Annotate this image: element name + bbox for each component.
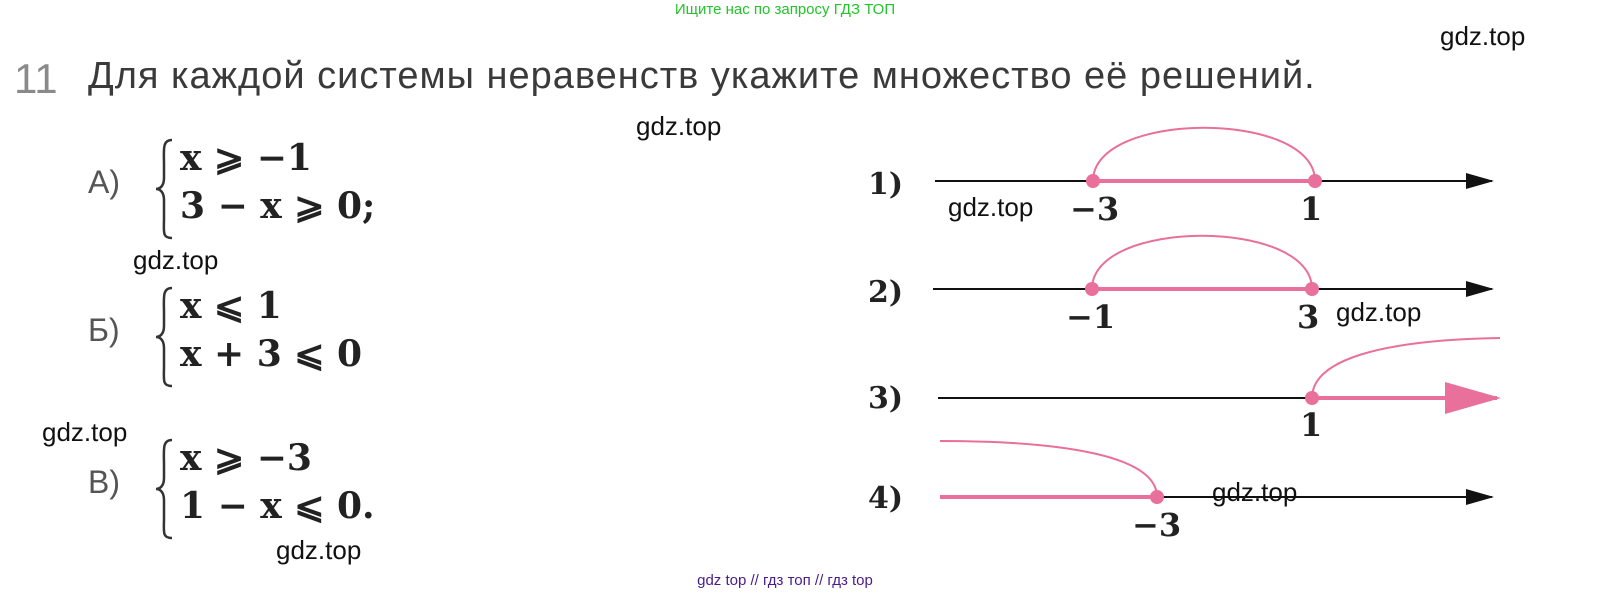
header-note: Ищите нас по запросу ГДЗ ТОП	[674, 1, 896, 18]
tick-label: −1	[1066, 298, 1116, 336]
tick-label: −3	[1132, 506, 1182, 544]
task-title: Для каждой системы неравенств укажите мн…	[88, 55, 1316, 97]
system-a-line-1: x ⩾ −1	[180, 137, 312, 179]
point	[1305, 391, 1319, 405]
point	[1308, 174, 1322, 188]
number-line-1	[935, 126, 1494, 189]
watermark: gdz.top	[948, 192, 1034, 222]
brace-icon	[155, 438, 173, 540]
number-line-3-label: 3)	[868, 381, 904, 416]
watermark: gdz.top	[42, 417, 128, 447]
system-a-line-2: 3 − x ⩾ 0;	[180, 185, 376, 227]
tick-label: −3	[1070, 190, 1120, 228]
number-line-2	[933, 234, 1494, 297]
system-b-label: Б)	[88, 312, 120, 348]
system-c-label: В)	[88, 464, 120, 500]
tick-label: 3	[1297, 298, 1320, 336]
brace-icon	[155, 286, 173, 388]
point	[1086, 174, 1100, 188]
number-line-3	[938, 337, 1501, 414]
number-line-2-label: 2)	[868, 275, 904, 310]
watermark: gdz.top	[133, 245, 219, 275]
system-b-line-2: x + 3 ⩽ 0	[180, 333, 363, 375]
tick-label: 1	[1300, 406, 1323, 444]
number-line-4-label: 4)	[868, 481, 904, 516]
watermark: gdz.top	[1440, 21, 1526, 51]
watermark: gdz.top	[1212, 477, 1298, 507]
point	[1305, 282, 1319, 296]
number-line-1-label: 1)	[868, 167, 904, 202]
system-b-line-1: x ⩽ 1	[180, 285, 282, 327]
tick-label: 1	[1300, 190, 1323, 228]
system-a-label: А)	[88, 164, 120, 200]
solution-arc	[1311, 337, 1501, 399]
watermark: gdz.top	[1336, 297, 1422, 327]
solution-arc	[1091, 234, 1313, 290]
task-number: 11	[14, 55, 58, 102]
watermark: gdz.top	[276, 535, 362, 565]
brace-icon	[155, 138, 173, 240]
system-c-line-2: 1 − x ⩽ 0.	[180, 485, 375, 527]
solution-arc	[939, 440, 1158, 498]
footer-note: gdz top // гдз топ // гдз top	[697, 572, 873, 589]
watermark: gdz.top	[636, 111, 722, 141]
system-c-line-1: x ⩾ −3	[180, 437, 312, 479]
solution-arc	[1092, 126, 1316, 182]
point	[1150, 490, 1164, 504]
number-line-4	[939, 440, 1494, 505]
point	[1085, 282, 1099, 296]
